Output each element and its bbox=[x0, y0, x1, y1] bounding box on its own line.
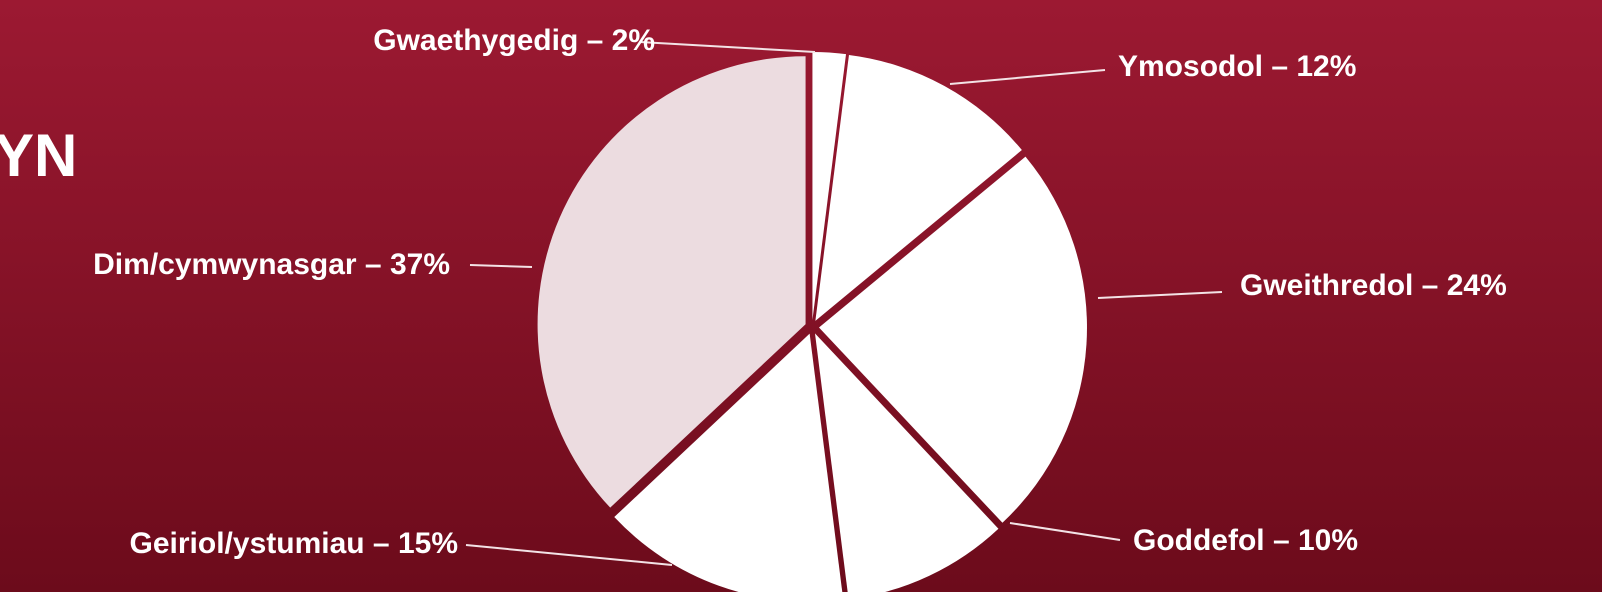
slice-label: Geiriol/ystumiau – 15% bbox=[130, 527, 458, 560]
pie-slice bbox=[537, 56, 806, 508]
title: YN bbox=[0, 122, 77, 189]
leader-line bbox=[469, 264, 533, 268]
leader-line bbox=[639, 41, 816, 53]
slice-label: Ymosodol – 12% bbox=[1118, 50, 1356, 83]
slice-label: Dim/cymwynasgar – 37% bbox=[93, 248, 450, 281]
leader-line bbox=[465, 544, 673, 566]
slice-label: Gwaethygedig – 2% bbox=[373, 24, 655, 57]
slice-label: Goddefol – 10% bbox=[1133, 524, 1358, 557]
pie-slice bbox=[814, 333, 999, 592]
pie-slice bbox=[818, 156, 1087, 523]
leader-line bbox=[949, 69, 1106, 85]
pie-slice bbox=[812, 52, 847, 321]
leader-line bbox=[1009, 522, 1121, 541]
pie-slice bbox=[614, 333, 843, 592]
leader-line bbox=[1097, 291, 1223, 299]
pie-slice bbox=[815, 54, 1022, 321]
slice-label: Gweithredol – 24% bbox=[1240, 269, 1507, 302]
